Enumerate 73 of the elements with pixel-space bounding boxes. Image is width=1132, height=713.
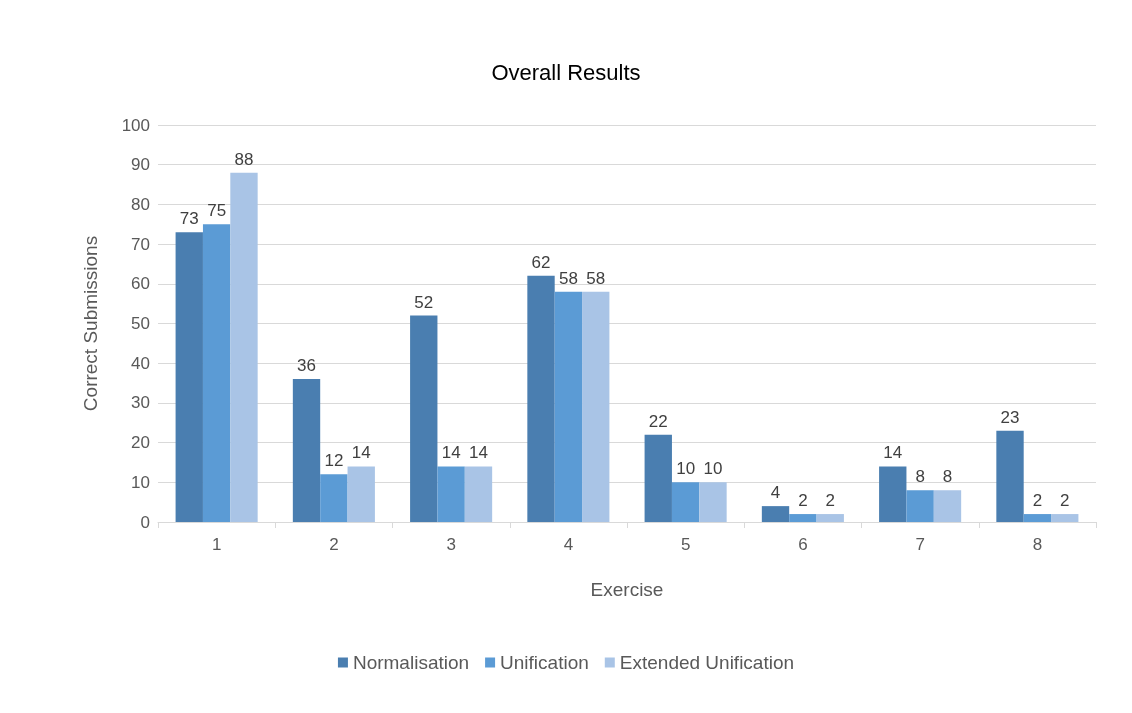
legend-label: Extended Unification [619,652,795,673]
data-label: 73 [179,209,199,229]
bar [320,474,348,522]
data-label: 2 [798,491,808,511]
y-tick-label: 80 [131,194,150,214]
x-tick-label: 7 [915,535,925,554]
data-label: 2 [1060,491,1070,511]
data-label: 14 [351,443,371,463]
bar [554,291,583,522]
bar [906,490,934,522]
y-tick-label: 20 [131,433,150,453]
data-label: 10 [703,459,723,479]
data-label: 10 [676,459,696,479]
y-tick-label: 30 [131,393,150,413]
bar [644,434,672,522]
y-tick-label: 90 [131,155,150,175]
bar [202,224,231,522]
legend-label: Unification [500,652,589,673]
x-tick-label: 8 [1032,535,1043,554]
data-label: 58 [586,268,606,288]
y-tick-label: 70 [131,234,150,254]
data-label: 36 [297,356,316,376]
bar [789,514,817,522]
x-tick-label: 3 [446,535,456,554]
bar [816,514,844,522]
y-tick-label: 10 [131,472,150,492]
bar [671,482,700,522]
data-label: 62 [531,252,551,272]
bar [879,466,907,522]
data-label: 88 [234,149,254,169]
data-label: 22 [648,411,668,431]
data-label: 23 [1000,407,1020,427]
data-label: 14 [469,443,488,463]
bar [347,466,375,522]
data-label: 75 [207,201,227,221]
x-tick-label: 1 [211,535,222,554]
bar [996,430,1024,522]
x-tick-label: 2 [329,535,339,554]
y-tick-label: 40 [131,353,150,373]
bar [292,379,321,522]
bar [582,291,610,522]
bar [933,490,962,522]
bar [464,466,493,522]
x-tick-label: 4 [563,535,574,554]
data-label: 8 [942,467,953,487]
y-tick-label: 100 [121,115,150,135]
data-label: 14 [441,443,461,463]
y-tick-label: 50 [131,314,150,333]
bar [527,275,555,522]
x-tick-label: 5 [680,535,691,554]
data-label: 2 [1032,491,1043,511]
data-label: 8 [915,467,925,487]
data-label: 14 [883,443,903,463]
bar [1051,514,1079,522]
y-axis-title: Correct Submissions [80,235,101,412]
data-label: 2 [825,491,835,511]
bar [699,482,727,522]
bar [437,466,465,522]
y-tick-label: 60 [131,274,150,294]
bar [175,232,203,522]
data-label: 12 [324,451,344,471]
chart-title: Overall Results [491,59,641,85]
data-label: 4 [770,483,781,503]
bar [410,315,438,522]
bar [761,506,790,522]
data-label: 52 [414,292,434,312]
data-label: 58 [558,268,578,288]
x-axis-title: Exercise [590,579,664,600]
y-tick-label: 0 [140,512,150,532]
x-tick-label: 6 [798,535,808,554]
legend-label: Normalisation [352,652,470,673]
bar [1023,514,1052,522]
bar [230,172,258,522]
